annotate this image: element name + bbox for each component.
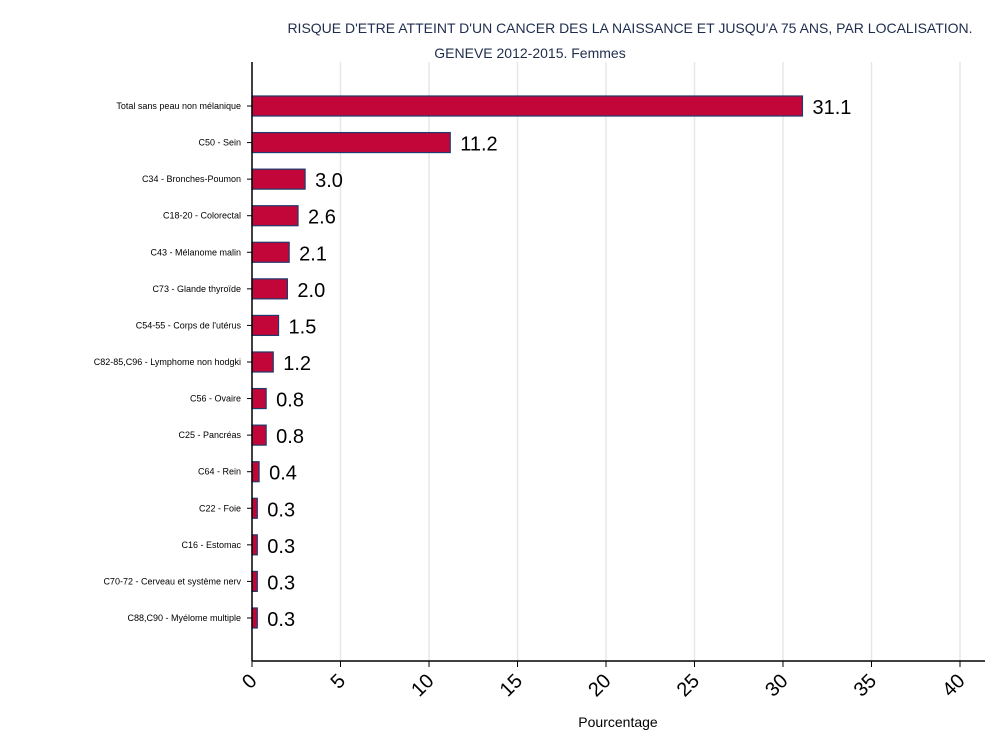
bar <box>251 607 258 629</box>
data-label: 0.3 <box>267 536 295 558</box>
category-label: C64 - Rein <box>198 467 241 477</box>
category-label: C43 - Mélanome malin <box>150 247 241 257</box>
data-label: 2.0 <box>297 280 325 302</box>
bar <box>251 131 451 154</box>
x-tick-label: 25 <box>673 670 704 701</box>
bar <box>251 205 299 227</box>
data-label: 0.4 <box>269 463 297 485</box>
category-label: C82-85,C96 - Lymphome non hodgki <box>94 357 241 367</box>
category-label: C34 - Bronches-Poumon <box>142 174 241 184</box>
data-label: 0.8 <box>276 390 304 412</box>
bar <box>251 461 260 483</box>
data-label: 2.6 <box>308 207 336 229</box>
bar <box>251 387 267 410</box>
data-label: 0.3 <box>267 499 295 521</box>
bar <box>251 570 258 593</box>
x-axis-label: Pourcentage <box>578 714 658 730</box>
category-label: C54-55 - Corps de l'utérus <box>136 320 242 330</box>
x-tick-label: 40 <box>938 670 969 701</box>
x-tick-label: 0 <box>238 670 261 693</box>
chart-title: RISQUE D'ETRE ATTEINT D'UN CANCER DES LA… <box>287 20 972 36</box>
category-label: C88,C90 - Myélome multiple <box>127 613 241 623</box>
x-tick-label: 10 <box>407 670 438 701</box>
category-label: C56 - Ovaire <box>190 394 241 404</box>
bar <box>251 168 306 190</box>
bar <box>251 95 804 117</box>
category-label: C25 - Pancréas <box>178 430 241 440</box>
data-label: 1.2 <box>283 353 311 375</box>
chart-subtitle: GENEVE 2012-2015. Femmes <box>434 45 625 61</box>
data-label: 0.3 <box>267 609 295 631</box>
data-label: 11.2 <box>460 134 497 156</box>
x-tick-label: 5 <box>327 670 350 693</box>
data-label: 3.0 <box>315 170 343 192</box>
bar <box>251 534 258 556</box>
x-tick-label: 30 <box>761 670 792 701</box>
bar <box>251 241 290 263</box>
category-label: C16 - Estomac <box>181 540 241 550</box>
x-tick-label: 35 <box>850 670 881 701</box>
category-label: C70-72 - Cerveau et système nerv <box>103 576 241 586</box>
category-label: C22 - Foie <box>199 503 241 513</box>
category-label: C73 - Glande thyroïde <box>152 284 241 294</box>
bar <box>251 351 274 373</box>
bar <box>251 314 280 337</box>
x-tick-label: 20 <box>584 670 615 701</box>
bar <box>251 278 289 300</box>
data-label: 0.8 <box>276 426 304 448</box>
data-label: 31.1 <box>812 97 851 119</box>
bar <box>251 497 258 519</box>
data-label: 1.5 <box>289 316 317 338</box>
x-tick-label: 15 <box>496 670 527 701</box>
data-label: 2.1 <box>299 243 327 265</box>
category-label: Total sans peau non mélanique <box>116 101 241 111</box>
category-label: C50 - Sein <box>198 138 241 148</box>
category-label: C18-20 - Colorectal <box>163 211 241 221</box>
bar <box>251 424 267 446</box>
data-label: 0.3 <box>267 572 295 594</box>
